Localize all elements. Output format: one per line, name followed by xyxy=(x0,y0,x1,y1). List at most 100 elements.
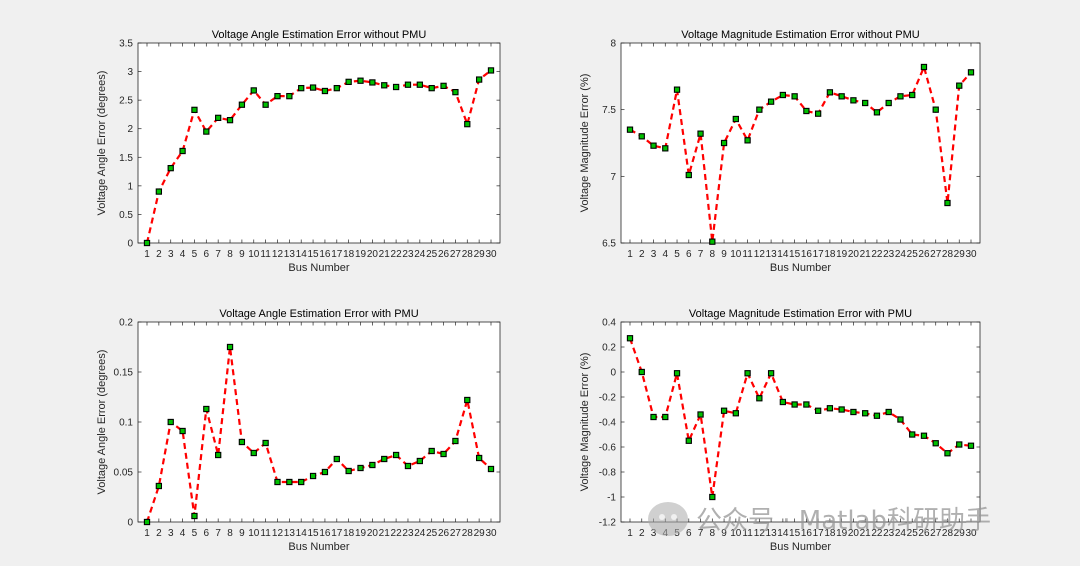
data-point xyxy=(475,454,483,462)
data-point xyxy=(167,418,174,426)
x-tick-label: 26 xyxy=(918,528,930,539)
data-point xyxy=(440,82,447,90)
plot-area xyxy=(137,321,501,523)
data-point xyxy=(203,128,210,135)
data-point xyxy=(944,450,951,457)
data-point xyxy=(416,81,423,88)
x-tick-label: 25 xyxy=(907,528,919,539)
x-tick-label: 27 xyxy=(450,249,462,260)
data-point xyxy=(720,407,728,414)
x-tick-label: 20 xyxy=(848,528,860,539)
data-point xyxy=(404,462,412,470)
x-tick-label: 26 xyxy=(918,249,930,260)
x-tick-label: 24 xyxy=(414,249,426,260)
data-point xyxy=(191,106,198,114)
y-tick-label: 8 xyxy=(610,39,616,50)
data-point xyxy=(321,468,329,476)
data-point xyxy=(944,199,951,207)
x-tick-label: 18 xyxy=(824,249,836,260)
x-tick-label: 11 xyxy=(742,249,753,260)
y-tick-label: 1.5 xyxy=(119,153,133,164)
y-tick-label: -0.8 xyxy=(599,468,617,479)
data-point xyxy=(274,478,281,486)
data-point xyxy=(309,84,317,91)
watermark: 公众号 · Matlab科研助手 xyxy=(648,500,991,537)
data-point xyxy=(920,63,928,71)
y-tick-label: -0.4 xyxy=(599,418,617,429)
data-point xyxy=(428,447,435,455)
x-tick-label: 22 xyxy=(391,249,403,260)
data-point xyxy=(791,93,798,100)
wechat-logo-icon xyxy=(648,501,688,536)
data-point xyxy=(650,413,657,421)
chart-title: Voltage Magnitude Estimation Error witho… xyxy=(681,29,920,41)
x-tick-label: 18 xyxy=(343,528,355,539)
x-tick-label: 25 xyxy=(907,249,919,260)
data-point xyxy=(803,401,810,408)
data-point xyxy=(345,467,352,475)
x-tick-label: 30 xyxy=(485,249,497,260)
data-point xyxy=(392,451,400,459)
data-point xyxy=(744,370,751,377)
data-point xyxy=(345,78,352,86)
data-point xyxy=(191,512,198,520)
x-tick-label: 25 xyxy=(426,528,438,539)
x-tick-label: 7 xyxy=(215,249,221,260)
y-tick-label: 0.2 xyxy=(602,343,616,354)
data-point xyxy=(697,411,704,418)
series-line xyxy=(145,346,492,523)
x-tick-label: 29 xyxy=(954,249,966,260)
data-point xyxy=(298,84,305,92)
x-axis-label: Bus Number xyxy=(288,262,349,274)
x-tick-label: 14 xyxy=(296,249,308,260)
data-point xyxy=(909,431,916,438)
x-tick-label: 3 xyxy=(168,249,174,260)
data-point xyxy=(685,171,692,179)
y-tick-label: 0.1 xyxy=(119,418,133,429)
data-point xyxy=(850,97,857,104)
x-tick-label: 22 xyxy=(391,528,403,539)
x-tick-label: 9 xyxy=(239,528,245,539)
x-tick-label: 8 xyxy=(710,249,716,260)
y-axis-label: Voltage Magnitude Error (%) xyxy=(579,74,591,213)
data-point xyxy=(885,99,892,107)
x-tick-label: 28 xyxy=(942,249,954,260)
x-tick-label: 22 xyxy=(871,528,883,539)
x-tick-label: 23 xyxy=(883,249,895,260)
x-tick-label: 6 xyxy=(204,528,210,539)
data-point xyxy=(357,464,364,472)
x-tick-label: 17 xyxy=(331,528,343,539)
x-tick-label: 10 xyxy=(730,528,742,539)
x-tick-label: 3 xyxy=(651,528,657,539)
data-point xyxy=(179,427,186,435)
x-tick-label: 4 xyxy=(180,528,186,539)
data-point xyxy=(956,441,963,448)
data-point xyxy=(238,101,246,108)
data-point xyxy=(650,142,657,149)
x-tick-label: 28 xyxy=(942,528,954,539)
y-tick-label: 7 xyxy=(610,172,616,183)
data-point xyxy=(428,84,435,92)
chart-title: Voltage Angle Estimation Error without P… xyxy=(212,29,427,41)
data-point xyxy=(487,465,495,473)
x-tick-label: 9 xyxy=(721,528,727,539)
x-tick-label: 3 xyxy=(651,249,657,260)
data-point xyxy=(155,188,163,195)
data-point xyxy=(179,147,186,155)
x-tick-label: 20 xyxy=(848,249,860,260)
y-tick-label: 0.05 xyxy=(114,468,134,479)
x-tick-label: 7 xyxy=(215,528,221,539)
x-tick-label: 8 xyxy=(227,249,233,260)
chart-title: Voltage Magnitude Estimation Error with … xyxy=(689,308,912,320)
x-tick-label: 11 xyxy=(742,528,753,539)
x-tick-label: 21 xyxy=(860,528,872,539)
x-tick-label: 10 xyxy=(248,249,260,260)
x-tick-label: 27 xyxy=(930,249,942,260)
x-tick-label: 29 xyxy=(954,528,966,539)
data-point xyxy=(756,395,763,402)
data-point xyxy=(662,413,669,421)
data-point xyxy=(309,472,317,480)
x-tick-label: 11 xyxy=(260,249,271,260)
data-point xyxy=(167,164,174,172)
x-tick-label: 7 xyxy=(698,528,704,539)
